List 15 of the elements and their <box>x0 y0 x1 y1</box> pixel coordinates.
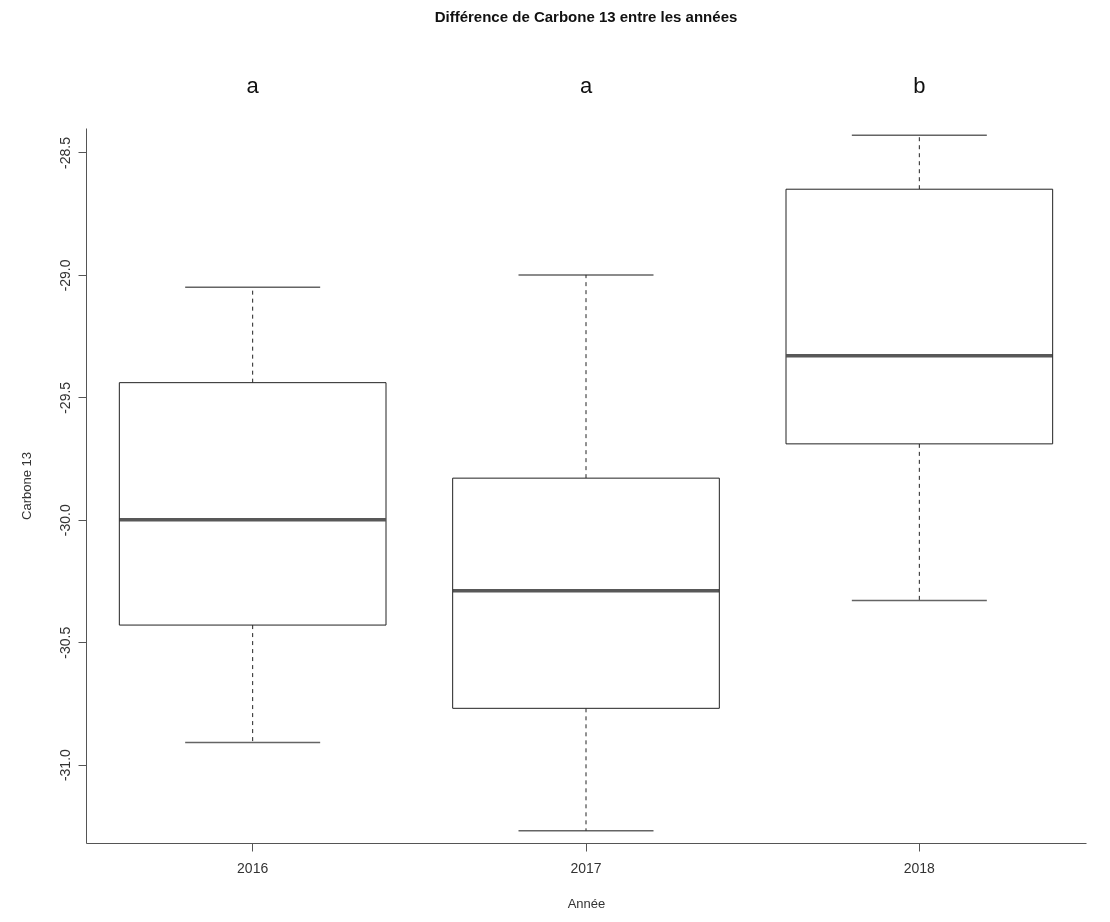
y-tick-label: -28.5 <box>56 136 73 169</box>
x-tick-label: 2016 <box>237 859 269 876</box>
y-tick-label: -31.0 <box>56 748 73 782</box>
y-tick-label: -30.0 <box>56 504 73 537</box>
y-tick-label: -30.5 <box>56 626 73 659</box>
chart-title: Différence de Carbone 13 entre les années <box>434 8 738 25</box>
text: a <box>246 73 260 98</box>
x-axis-title: Année <box>567 895 606 911</box>
text: a <box>579 73 593 98</box>
x-tick-label: 2017 <box>570 859 602 876</box>
y-axis-title: Carbone 13 <box>18 452 34 520</box>
x-tick-label: 2018 <box>903 859 936 876</box>
y-tick-label: -29.0 <box>56 259 73 292</box>
y-tick-label: -29.5 <box>56 381 73 414</box>
text: b <box>913 73 926 98</box>
